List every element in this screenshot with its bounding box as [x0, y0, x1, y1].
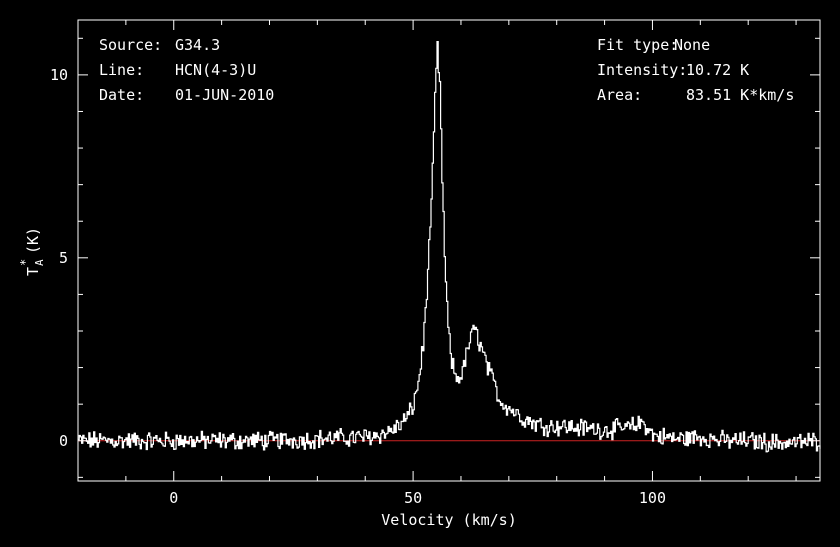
- fit-type-key: Fit type:: [597, 36, 678, 54]
- fit-type-value: None: [674, 36, 710, 54]
- x-tick-label: 0: [169, 489, 178, 507]
- source-value: G34.3: [175, 36, 220, 54]
- intensity-key: Intensity:: [597, 61, 687, 79]
- y-tick-label: 10: [50, 66, 68, 84]
- date-key: Date:: [99, 86, 144, 104]
- axis-ticks: 0 50 100 0 5 10: [50, 20, 820, 507]
- x-axis-label: Velocity (km/s): [381, 511, 516, 529]
- y-axis-label-sub: A: [33, 259, 46, 266]
- source-key: Source:: [99, 36, 162, 54]
- x-tick-label: 50: [404, 489, 422, 507]
- line-key: Line:: [99, 61, 144, 79]
- spectrum-series-line: [78, 41, 821, 453]
- y-axis-label-sup: *: [18, 259, 32, 266]
- y-axis-label: T A * (K): [18, 227, 46, 276]
- line-value: HCN(4-3)U: [175, 61, 256, 79]
- y-tick-label: 0: [59, 432, 68, 450]
- y-axis-label-main: T: [24, 267, 42, 276]
- intensity-value: 10.72 K: [686, 61, 749, 79]
- y-axis-label-unit: (K): [24, 227, 42, 254]
- x-tick-label: 100: [639, 489, 666, 507]
- date-value: 01-JUN-2010: [175, 86, 274, 104]
- plot-frame: [77, 19, 821, 482]
- y-tick-label: 5: [59, 249, 68, 267]
- area-key: Area:: [597, 86, 642, 104]
- area-value: 83.51 K*km/s: [686, 86, 794, 104]
